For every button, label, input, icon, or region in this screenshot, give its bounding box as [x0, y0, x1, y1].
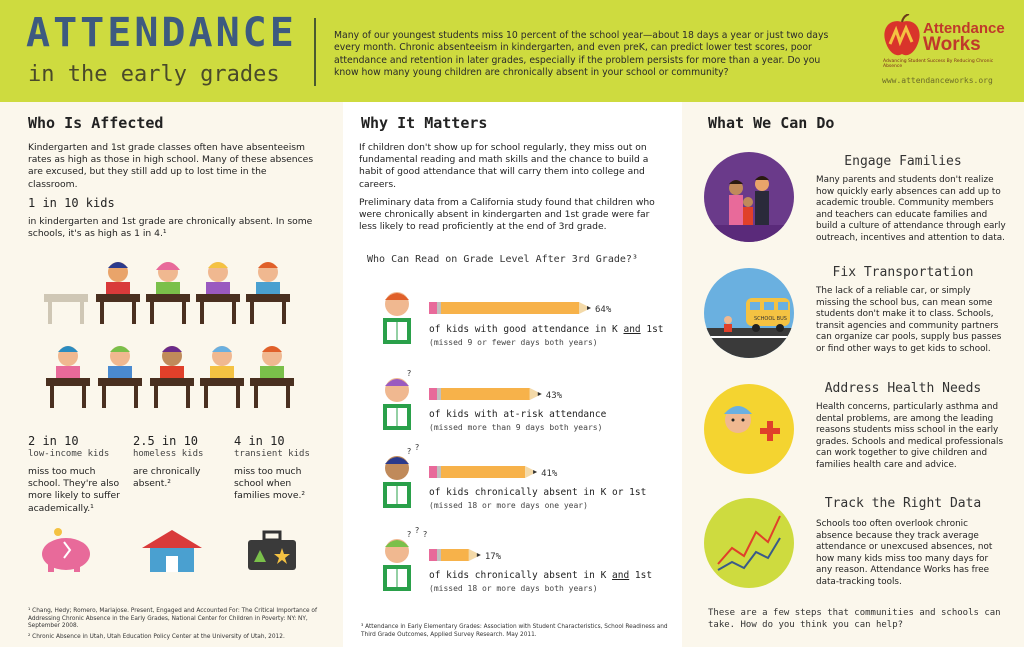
bar-note-0: (missed 9 or fewer days both years) — [429, 338, 598, 347]
bar-note-1: (missed more than 9 days both years) — [429, 423, 603, 432]
stat-homeless-sub: homeless kids — [133, 449, 204, 459]
header-intro: Many of our youngest students miss 10 pe… — [334, 30, 829, 79]
why-para-2: Preliminary data from a California study… — [359, 197, 655, 233]
action-text-health: Health concerns, particularly asthma and… — [816, 402, 1004, 470]
stat-low-income-sub: low-income kids — [28, 449, 110, 459]
svg-text:?: ? — [407, 530, 411, 539]
footnote-1: ¹ Chang, Hedy; Romero, Mariajose. Presen… — [28, 608, 318, 629]
reader-kid-icon: ?? — [383, 443, 419, 508]
family-icon — [704, 152, 794, 242]
svg-text:?: ? — [415, 443, 419, 452]
health-icon — [704, 384, 794, 474]
bar-value-label: 64% — [595, 305, 612, 315]
classroom-illustration — [44, 262, 294, 408]
stat-main-text: in kindergarten and 1st grade are chroni… — [28, 216, 313, 240]
student-icon — [250, 346, 294, 408]
stat-low-income-head: 2 in 10 — [28, 434, 79, 448]
student-icon — [46, 346, 90, 408]
stat-homeless-text: are chronically absent.² — [133, 466, 201, 490]
stat-main-head: 1 in 10 kids — [28, 196, 115, 210]
data-chart-icon — [704, 498, 794, 588]
bar-label-3: of kids chronically absent in K and 1st — [429, 570, 653, 581]
bar-value-label: 17% — [485, 552, 502, 562]
who-is-affected-column: Who Is Affected Kindergarten and 1st gra… — [0, 102, 343, 647]
svg-text:?: ? — [407, 369, 411, 378]
chart-title: Who Can Read on Grade Level After 3rd Gr… — [367, 254, 638, 265]
stat-transient-text: miss too much school when families move.… — [234, 466, 306, 502]
bar-label-2: of kids chronically absent in K or 1st — [429, 487, 647, 498]
header-banner: ATTENDANCE in the early grades Many of o… — [0, 0, 1024, 102]
house-icon — [142, 530, 202, 572]
student-icon — [246, 262, 290, 324]
action-text-data: Schools too often overlook chronic absen… — [816, 519, 993, 587]
action-text-engage: Many parents and students don't realize … — [816, 175, 1006, 243]
what-section-title: What We Can Do — [708, 114, 835, 132]
empty-desk-icon — [44, 294, 88, 324]
header-divider — [314, 18, 316, 86]
stat-transient-sub: transient kids — [234, 449, 310, 459]
bar-value-label: 43% — [546, 391, 563, 401]
pencil-bar — [429, 549, 481, 561]
piggy-bank-icon — [42, 528, 90, 572]
logo-tagline: Advancing Student Success By Reducing Ch… — [883, 59, 994, 69]
student-icon — [196, 262, 240, 324]
apple-logo-icon — [884, 14, 920, 56]
student-icon — [98, 346, 142, 408]
action-title-engage: Engage Families — [844, 154, 962, 169]
why-it-matters-column: Why It Matters If children don't show up… — [343, 102, 682, 647]
student-icon — [96, 262, 140, 324]
page-subtitle: in the early grades — [28, 62, 280, 87]
reader-kid-icon: ? — [383, 369, 411, 430]
why-section-title: Why It Matters — [361, 114, 488, 132]
closing-text: These are a few steps that communities a… — [708, 608, 1001, 630]
website-link[interactable]: www.attendanceworks.org — [882, 76, 993, 85]
pencil-bar — [429, 466, 538, 478]
logo-word-works: Works — [923, 34, 981, 55]
bar-note-3: (missed 18 or more days both years) — [429, 584, 598, 593]
page-title: ATTENDANCE — [26, 10, 297, 56]
suitcase-icon — [248, 530, 296, 570]
student-icon — [200, 346, 244, 408]
bus-label: SCHOOL BUS — [754, 316, 787, 322]
stat-homeless-head: 2.5 in 10 — [133, 434, 199, 448]
svg-text:?: ? — [407, 447, 411, 456]
reader-kid-icon — [383, 292, 411, 344]
footnote-2: ² Chronic Absence in Utah, Utah Educatio… — [28, 634, 285, 640]
pencil-bar — [429, 302, 591, 314]
bar-label-1: of kids with at-risk attendance — [429, 409, 607, 420]
school-bus-icon: SCHOOL BUS — [704, 268, 794, 358]
who-section-title: Who Is Affected — [28, 114, 164, 132]
reading-chart: 64%? 43%? ? 41%?? ? 17% — [383, 292, 612, 591]
bar-label-0: of kids with good attendance in K and 1s… — [429, 324, 664, 335]
action-title-transport: Fix Transportation — [832, 265, 974, 280]
who-intro: Kindergarten and 1st grade classes often… — [28, 142, 314, 190]
footnote-3: ³ Attendance in Early Elementary Grades:… — [361, 624, 668, 638]
bar-value-label: 41% — [541, 469, 558, 479]
student-icon — [146, 262, 190, 324]
pencil-bar — [429, 388, 542, 400]
svg-text:?: ? — [423, 530, 427, 539]
why-para-1: If children don't show up for school reg… — [359, 142, 649, 190]
logo-word-attendance: Attendance — [923, 20, 1005, 37]
bar-note-2: (missed 18 or more days one year) — [429, 501, 588, 510]
action-title-health: Address Health Needs — [824, 381, 982, 396]
action-text-transport: The lack of a reliable car, or simply mi… — [816, 286, 1002, 354]
svg-text:?: ? — [415, 526, 419, 535]
student-icon — [150, 346, 194, 408]
what-we-can-do-column: What We Can Do Engage Families Many pare… — [682, 102, 1024, 647]
action-title-data: Track the Right Data — [824, 496, 982, 511]
stat-low-income-text: miss too much school. They're also more … — [28, 466, 120, 514]
stat-transient-head: 4 in 10 — [234, 434, 285, 448]
reader-kid-icon: ??? — [383, 526, 427, 591]
